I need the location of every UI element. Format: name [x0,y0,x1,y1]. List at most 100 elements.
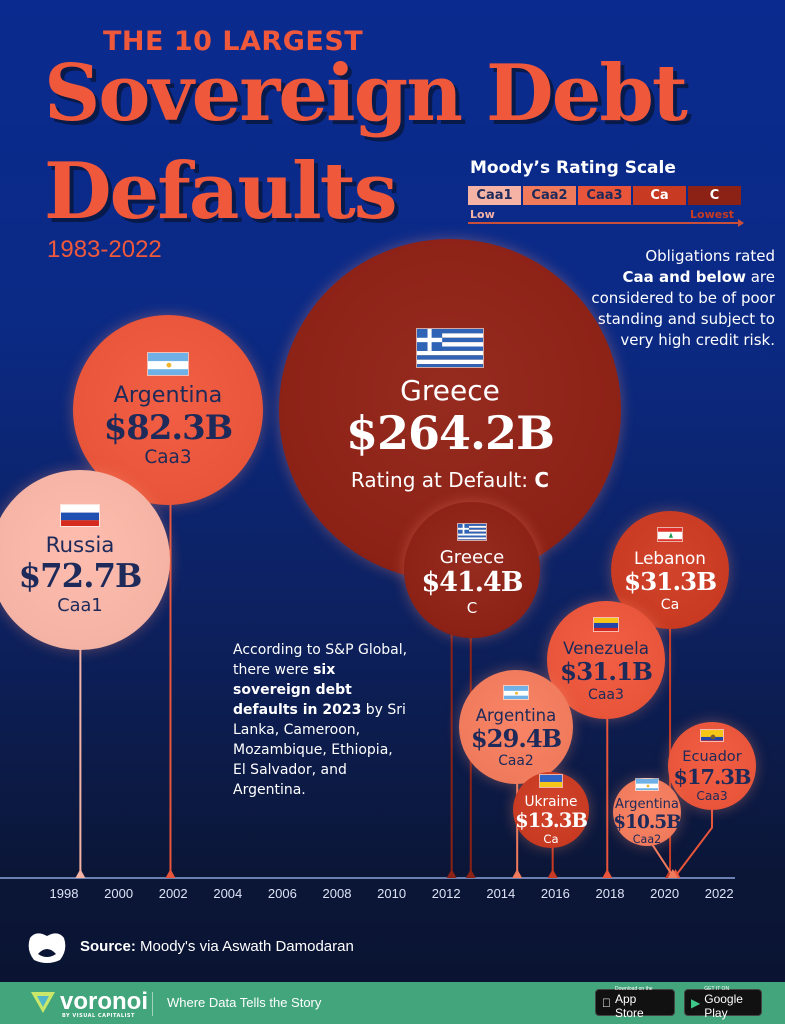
x-tick-label: 2002 [158,886,188,901]
rating: Caa3 [144,447,191,468]
annotation-text-2: by Sri Lanka, Cameroon, Mozambique, Ethi… [233,702,406,798]
debt-value: $41.4B [421,566,524,598]
rating-prefix: Rating at Default: [350,467,535,492]
stem [651,843,674,877]
debt-value: $82.3B [103,407,233,448]
x-tick-label: 2010 [377,886,407,901]
rating-scale: Caa1 Caa2 Caa3 Ca C [468,186,741,205]
axis-marker [75,869,86,878]
debt-value: $13.3B [515,808,588,832]
rating-value: Caa3 [144,447,192,469]
rating-scale-title: Moody’s Rating Scale [470,158,676,178]
rating-value: Caa2 [632,833,662,847]
axis-marker [602,869,613,878]
brand-sub: BY VISUAL CAPITALIST [62,1013,135,1019]
debt-value: $31.1B [560,657,653,687]
axis-marker [446,869,457,878]
rating: Rating at Default: C [351,468,549,492]
rating-value: C [466,598,478,617]
rating: Caa2 [498,753,533,769]
bubble-lebanon: Lebanon $31.3B Ca [611,511,729,629]
bubble-greece: Greece $41.4B C [404,502,540,638]
google-play-small: GET IT ON [704,985,730,992]
debt-value: $10.5B [613,811,682,833]
title-line-1: Sovereign Debt [44,48,688,139]
rating: Caa2 [633,833,661,846]
lebanon-flag-icon [657,527,683,543]
x-tick-label: 2014 [486,886,516,901]
brand-name: voronoi [60,988,148,1015]
apple-icon:  [602,996,611,1010]
source-text: Moody's via Aswath Damodaran [140,938,354,955]
rating: Caa3 [588,687,624,703]
venezuela-flag-icon [593,617,619,633]
debt-value: $31.3B [623,567,717,597]
debt-value: $29.4B [470,723,562,753]
visual-capitalist-icon [28,933,66,963]
country-name: Lebanon [634,548,706,569]
rating: Caa3 [696,789,727,803]
x-tick-label: 2020 [650,886,680,901]
ukraine-flag-icon [538,773,563,788]
app-store-small: Download on the [615,986,668,992]
country-name: Argentina [475,705,557,725]
bubble-venezuela: Venezuela $31.1B Caa3 [547,601,665,719]
axis-marker [547,869,558,878]
bubble-argentina: Argentina $10.5B Caa2 [612,777,682,847]
argentina-flag-icon [147,351,189,377]
rating: Caa1 [57,596,102,616]
stem [674,809,713,877]
x-tick-label: 2008 [322,886,352,901]
rating-level: C [688,186,741,205]
rating-level: Caa3 [578,186,631,205]
greece-flag-icon [457,523,487,541]
rating-value: Caa2 [498,752,534,769]
rating-value: C [534,467,550,492]
lowest-label: Lowest [690,208,734,221]
low-label: Low [470,208,495,221]
rating-level: Caa1 [468,186,521,205]
rating-level: Ca [633,186,686,205]
axis-marker [512,869,523,878]
debt-value: $72.7B [18,557,143,596]
rating: Ca [661,597,679,613]
greece-flag-icon [415,328,484,368]
x-tick-label: 2012 [431,886,461,901]
x-tick-label: 2006 [267,886,297,901]
rating-note: Obligations rated Caa and below are consi… [575,246,775,351]
rating-value: Ca [543,832,559,847]
country-name: Argentina [113,382,223,409]
x-tick-label: 2000 [104,886,134,901]
footer-divider [152,992,153,1016]
rating: C [467,599,478,617]
note-text-2: are considered to be of poor standing an… [591,268,775,349]
rating-level: Caa2 [523,186,576,205]
x-tick-label: 2016 [540,886,570,901]
axis-marker [667,869,678,878]
argentina-flag-icon [634,777,659,791]
ecuador-flag-icon [699,728,724,743]
google-play-button[interactable]: ▶ GET IT ON Google Play [684,985,762,1020]
country-name: Ukraine [524,793,578,810]
rating-value: Caa3 [696,789,728,804]
period: 1983-2022 [47,236,162,263]
annotation: According to S&P Global, there were six … [233,640,408,800]
country-name: Venezuela [562,638,650,659]
country-name: Argentina [615,796,679,812]
rating-value: Caa3 [588,686,624,703]
annotation-text: According to S&P Global, there were [233,642,408,678]
axis-marker [465,869,476,878]
x-tick-label: 2004 [213,886,243,901]
source-label: Source: [80,938,136,955]
voronoi-logo[interactable]: voronoi [30,988,148,1016]
title-line-2: Defaults [44,146,398,237]
rating-value: Ca [660,596,680,613]
app-store-label: App Store [606,992,660,1020]
bubble-argentina: Argentina $29.4B Caa2 [459,670,573,784]
argentina-flag-icon [503,685,529,700]
rating: Ca [543,832,558,846]
x-tick-label: 2018 [595,886,625,901]
x-tick-label: 2022 [704,886,734,901]
google-play-icon: ▶ [691,995,701,1010]
